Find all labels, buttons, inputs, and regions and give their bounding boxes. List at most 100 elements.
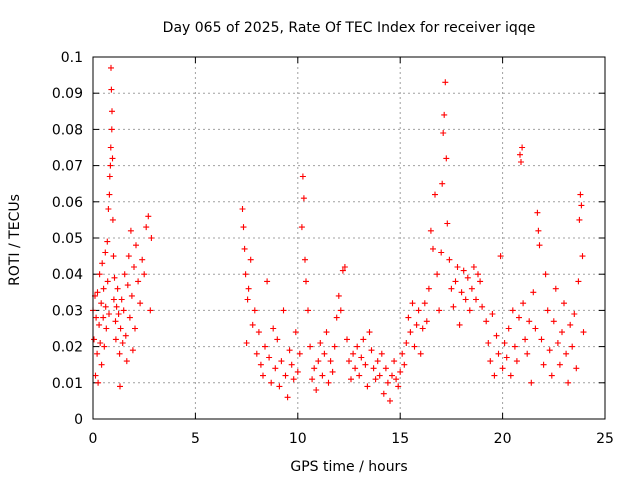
data-point [286, 347, 293, 354]
data-point [321, 350, 328, 357]
data-point [121, 271, 128, 278]
data-point [411, 343, 418, 350]
data-point [526, 318, 533, 325]
data-point [473, 296, 479, 303]
plot-frame [92, 56, 606, 420]
data-point [573, 365, 580, 372]
data-point [118, 296, 125, 303]
data-point [257, 361, 264, 368]
data-point [241, 245, 248, 252]
data-point [462, 296, 469, 303]
data-point [305, 307, 311, 314]
data-point [117, 325, 124, 332]
data-point [105, 206, 112, 212]
data-point [129, 347, 136, 354]
data-point [505, 325, 512, 332]
data-point [346, 358, 352, 365]
data-point [97, 340, 104, 346]
data-point [119, 340, 126, 346]
data-point [323, 329, 330, 336]
data-point [403, 340, 410, 346]
data-point [532, 325, 539, 332]
data-point [387, 397, 393, 404]
data-point [530, 289, 537, 296]
data-point [108, 86, 115, 93]
data-point [528, 379, 535, 386]
data-point [244, 296, 251, 303]
data-point [401, 361, 408, 368]
data-point [128, 292, 135, 299]
data-point [535, 227, 542, 234]
data-point [354, 343, 361, 350]
data-point [491, 372, 498, 379]
data-point [413, 321, 420, 328]
data-point [145, 213, 152, 220]
data-point [517, 151, 523, 158]
data-point [125, 253, 132, 260]
data-point [483, 318, 490, 325]
data-point [561, 300, 567, 307]
data-point [102, 303, 109, 310]
data-point [95, 379, 102, 386]
data-point [576, 216, 583, 223]
data-point [427, 227, 434, 234]
data-point [544, 307, 551, 314]
data-point [143, 224, 150, 231]
data-point [417, 350, 424, 357]
data-point [579, 253, 586, 260]
data-point [571, 311, 578, 317]
data-point [123, 358, 130, 365]
data-point [567, 321, 574, 328]
data-point [249, 321, 256, 328]
data-point [550, 318, 557, 325]
data-point [260, 372, 266, 379]
data-point [438, 249, 445, 256]
data-point [111, 274, 118, 281]
data-point [501, 340, 508, 346]
data-point [290, 376, 297, 383]
data-point [115, 311, 122, 317]
data-point [477, 278, 484, 285]
data-point [296, 350, 303, 357]
data-point [415, 307, 422, 314]
data-point [366, 329, 373, 336]
x-tick-label: 0 [89, 431, 98, 447]
data-point [516, 314, 522, 321]
data-point [460, 267, 467, 274]
data-point [350, 350, 357, 357]
data-point [534, 209, 541, 216]
data-point [441, 111, 448, 118]
data-point [98, 361, 105, 368]
data-point [94, 350, 101, 357]
data-point [112, 318, 119, 325]
data-point [466, 307, 473, 314]
data-point [423, 318, 430, 325]
data-point [348, 376, 354, 383]
data-point [266, 354, 273, 361]
data-point [107, 162, 114, 169]
data-point [255, 329, 262, 336]
data-point [356, 372, 363, 379]
data-point [565, 379, 572, 386]
data-point [101, 343, 108, 350]
data-point [94, 289, 101, 296]
data-point [245, 285, 252, 292]
data-point [577, 191, 584, 198]
data-point [407, 329, 414, 336]
data-point [300, 195, 307, 202]
data-point [452, 278, 459, 285]
data-point [126, 314, 133, 321]
data-point [303, 278, 309, 285]
y-tick-label: 0.02 [52, 340, 83, 356]
data-point [299, 173, 306, 180]
y-tick-label: 0.08 [52, 122, 83, 138]
data-point [108, 126, 115, 133]
data-point [536, 242, 543, 249]
data-point [569, 343, 576, 350]
data-point [352, 365, 359, 372]
data-point [519, 144, 526, 151]
y-tick-label: 0.1 [61, 50, 83, 66]
data-point [307, 343, 314, 350]
data-point [96, 321, 103, 328]
data-point [448, 285, 455, 292]
